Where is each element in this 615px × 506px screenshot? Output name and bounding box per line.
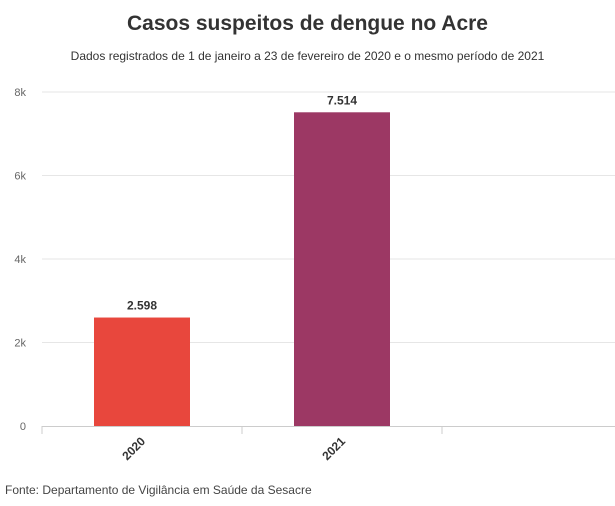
y-axis-ticks: 0 2k 4k 6k 8k [14,87,26,433]
source-note: Fonte: Departamento de Vigilância em Saú… [5,483,312,497]
x-axis [41,426,615,434]
bars [94,112,390,426]
data-label-2021: 7.514 [327,93,357,107]
data-labels: 2.598 7.514 [127,93,357,312]
chart-title: Casos suspeitos de dengue no Acre [127,12,488,35]
x-axis-ticks: 2020 2021 [119,434,348,463]
x-tick-label-2021: 2021 [319,434,348,463]
x-tick-label-2020: 2020 [119,434,148,463]
chart-subtitle: Dados registrados de 1 de janeiro a 23 d… [70,49,545,63]
y-tick-label: 8k [14,87,26,99]
data-label-2020: 2.598 [127,299,157,313]
y-tick-label: 0 [20,421,26,433]
y-tick-label: 2k [14,338,26,350]
bar-2021 [294,112,390,426]
bar-chart: 0 2k 4k 6k 8k 2020 2021 2.598 7.514 [14,87,615,463]
bar-2020 [94,317,190,426]
y-tick-label: 6k [14,171,26,183]
y-tick-label: 4k [14,254,26,266]
